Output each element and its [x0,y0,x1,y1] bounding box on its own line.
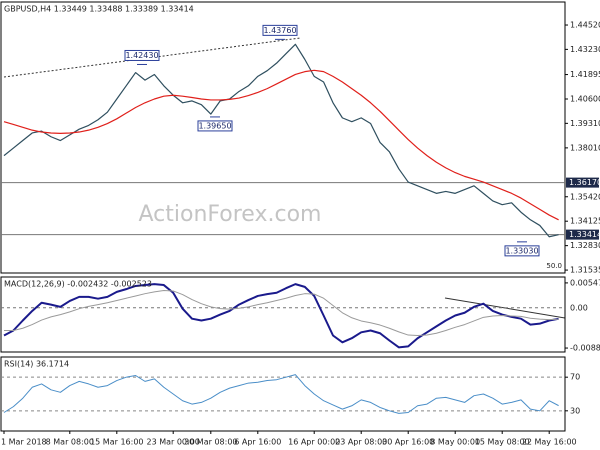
watermark: ActionForex.com [139,202,322,227]
y-tick-label: 70 [570,373,580,382]
annotation-label: 1.39650 [198,121,231,130]
series-line [3,283,559,349]
x-tick-label: 6 Apr 16:00 [234,438,281,447]
x-tick-label: 8 May 00:00 [430,438,480,447]
level-box [566,177,599,188]
annotation-box [262,24,298,36]
annotation-label: 1.33030 [505,246,538,255]
series-line [3,374,559,414]
x-tick-label: 8 Mar 08:00 [46,438,94,447]
x-tick-label: 22 May 16:00 [522,438,577,447]
panel-title: MACD(12,26,9) -0.002432 -0.002523 [4,280,152,289]
level-label: 1.36170 [569,178,600,187]
y-tick-label: 1.32830 [570,241,600,250]
y-tick-label: 1.40600 [570,95,600,104]
y-tick-label: 1.31535 [570,266,600,275]
x-tick-label: 23 Apr 08:00 [335,438,387,447]
annotation-box [124,49,160,61]
y-tick-label: 1.39310 [570,119,600,128]
x-tick-label: 15 May 08:00 [475,438,530,447]
series-line [4,290,559,336]
panel-title: RSI(14) 36.1714 [4,360,69,369]
y-tick-label: 1.35420 [570,192,600,201]
x-tick-label: 23 Mar 00:00 [146,438,199,447]
series-line [3,43,559,238]
y-tick-label: 0.00547 [570,278,600,287]
x-tick-label: 15 Mar 16:00 [90,438,143,447]
y-tick-label: 30 [570,406,580,415]
level-label: 0.00 [570,303,588,312]
series-line [3,69,559,221]
y-tick-label: 1.34125 [570,217,600,226]
x-tick-label: 30 Apr 16:00 [382,438,434,447]
x-tick-label: 16 Apr 00:00 [288,438,340,447]
panel-frame [0,276,566,353]
level-label: 1.33414 [569,230,600,239]
y-tick-label: 1.38010 [570,143,600,152]
scale-label: 50.0 [546,262,562,270]
panel-frame [0,1,566,274]
annotation-label: 1.42430 [125,51,158,60]
annotation-label: 1.43760 [263,26,296,35]
y-tick-label: 1.41895 [570,70,600,79]
annotation-box [197,120,233,132]
panel-frame [0,356,566,432]
level-box [566,229,599,240]
y-tick-label: 1.43230 [570,45,600,54]
panel-title: GBPUSD,H4 1.33449 1.33488 1.33389 1.3341… [4,5,194,14]
annotation-box [504,245,540,257]
x-tick-label: 30 Mar 08:00 [184,438,237,447]
y-tick-label: -0.00886 [570,344,600,353]
y-tick-label: 1.44520 [570,21,600,30]
x-tick-label: 1 Mar 2018 [1,438,47,447]
